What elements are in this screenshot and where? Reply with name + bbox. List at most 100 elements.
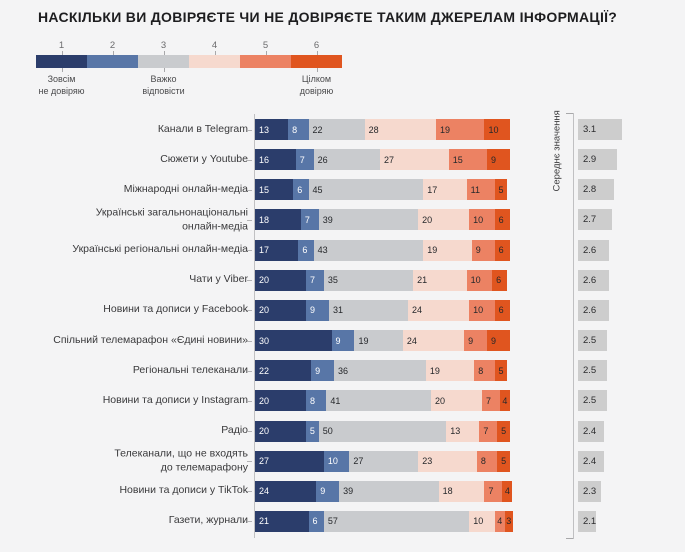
category-tick xyxy=(247,280,252,282)
segment-value-label: 8 xyxy=(292,124,298,135)
bar-segment: 6 xyxy=(298,239,314,261)
bar-segment: 28 xyxy=(364,119,437,140)
bar-segment: 5 xyxy=(494,179,508,201)
bar-segment: 8 xyxy=(306,390,327,412)
mean-value-bar: 2.1 xyxy=(578,510,596,532)
mean-value-label: 2.4 xyxy=(583,455,597,467)
stacked-bar: 13 8 22 28 19 10 xyxy=(255,119,510,140)
category-label: Міжнародні онлайн-медіа xyxy=(123,182,248,195)
segment-value-label: 19 xyxy=(429,365,440,376)
legend-ticks-bottom xyxy=(36,68,342,72)
bar-segment: 10 xyxy=(469,209,495,231)
bar-segment: 10 xyxy=(323,450,350,472)
mean-value-bar: 2.8 xyxy=(578,179,615,201)
bar-segment: 7 xyxy=(484,480,503,502)
bar-segment: 30 xyxy=(255,330,332,352)
segment-value-label: 27 xyxy=(383,154,394,165)
category-label: Чати у Viber xyxy=(189,273,248,286)
segment-value-label: 30 xyxy=(259,335,270,346)
bar-segment: 57 xyxy=(323,510,470,532)
segment-value-label: 9 xyxy=(315,365,321,376)
bar-segment: 20 xyxy=(255,299,306,321)
bar-segment: 4 xyxy=(502,480,513,502)
bar-segment: 7 xyxy=(300,209,319,231)
segment-value-label: 26 xyxy=(317,154,328,165)
legend-tick xyxy=(163,51,165,55)
bar-segment: 7 xyxy=(306,269,324,291)
segment-value-label: 17 xyxy=(427,184,438,195)
stacked-bar: 24 9 39 18 7 4 xyxy=(255,480,513,502)
category-tick xyxy=(247,521,252,523)
category-tick xyxy=(247,310,252,312)
category-tick xyxy=(247,129,252,131)
bar-segment: 50 xyxy=(318,420,447,442)
segment-value-label: 3 xyxy=(506,516,512,527)
category-tick xyxy=(247,340,252,342)
category-label: Новини та дописи у Facebook xyxy=(103,303,248,316)
bar-segment: 41 xyxy=(326,390,431,412)
segment-value-label: 4 xyxy=(497,516,503,527)
bar-segment: 5 xyxy=(497,420,510,442)
segment-value-label: 9 xyxy=(491,335,497,346)
legend-scale-number: 3 xyxy=(160,40,167,51)
legend-scale-number: 6 xyxy=(313,40,320,51)
segment-value-label: 21 xyxy=(417,275,428,286)
segment-value-label: 6 xyxy=(498,305,504,316)
bar-segment: 20 xyxy=(255,269,306,291)
segment-value-label: 22 xyxy=(312,124,323,135)
bar-segment: 20 xyxy=(255,390,306,412)
mean-value-label: 2.7 xyxy=(583,214,597,226)
bar-segment: 27 xyxy=(255,450,324,472)
segment-value-label: 24 xyxy=(406,335,417,346)
stacked-bar: 20 9 31 24 10 6 xyxy=(255,299,510,321)
stacked-bar: 20 5 50 13 7 5 xyxy=(255,420,510,442)
legend-tick xyxy=(316,51,318,55)
category-label: Спільний телемарафон «Єдині новини» xyxy=(53,333,248,346)
bar-segment: 11 xyxy=(466,179,495,201)
bar-segment: 10 xyxy=(484,119,510,140)
bar-segment: 24 xyxy=(255,480,317,502)
segment-value-label: 9 xyxy=(310,305,316,316)
segment-value-label: 4 xyxy=(504,486,510,497)
legend-tick xyxy=(316,68,318,72)
mean-value-bar: 2.6 xyxy=(578,239,610,261)
bar-segment: 9 xyxy=(331,330,355,352)
chart-title: НАСКІЛЬКИ ВИ ДОВІРЯЄТЕ ЧИ НЕ ДОВІРЯЄТЕ Т… xyxy=(38,9,618,25)
bar-segment: 19 xyxy=(436,119,485,140)
legend-scale-number: 4 xyxy=(211,40,218,51)
bar-segment: 13 xyxy=(255,119,289,140)
bar-segment: 7 xyxy=(481,390,500,412)
bar-segment: 19 xyxy=(423,239,472,261)
segment-value-label: 21 xyxy=(259,516,270,527)
segment-value-label: 19 xyxy=(440,124,451,135)
segment-value-label: 9 xyxy=(335,335,341,346)
bar-segment: 4 xyxy=(499,390,510,412)
segment-value-label: 5 xyxy=(498,365,504,376)
bar-segment: 7 xyxy=(295,149,314,171)
bar-segment: 3 xyxy=(504,510,513,532)
segment-value-label: 8 xyxy=(310,395,316,406)
segment-value-label: 16 xyxy=(259,154,270,165)
segment-value-label: 20 xyxy=(434,395,445,406)
category-label: Канали в Telegram xyxy=(157,122,248,135)
segment-value-label: 39 xyxy=(322,214,333,225)
bar-segment: 9 xyxy=(487,149,510,171)
stacked-bar: 20 8 41 20 7 4 xyxy=(255,390,510,412)
segment-value-label: 15 xyxy=(452,154,463,165)
segment-value-label: 57 xyxy=(327,516,338,527)
stacked-bar: 18 7 39 20 10 6 xyxy=(255,209,510,231)
mean-axis-line xyxy=(573,113,574,539)
segment-value-label: 15 xyxy=(259,184,270,195)
segment-value-label: 20 xyxy=(259,275,270,286)
mean-value-label: 2.6 xyxy=(583,304,597,316)
mean-value-bar: 2.6 xyxy=(578,299,610,321)
mean-value-label: 2.5 xyxy=(583,335,597,347)
bar-segment: 5 xyxy=(306,420,319,442)
bar-segment: 17 xyxy=(423,179,467,201)
legend-color-segment xyxy=(36,55,87,68)
legend: 1 2 3 4 5 6 Зовсім не довіряю Важко відповісти… xyxy=(36,40,342,98)
legend-anchor-label: Цілком довіряю xyxy=(299,74,334,96)
segment-value-label: 13 xyxy=(259,124,270,135)
category-tick xyxy=(247,159,252,161)
mean-value-label: 2.6 xyxy=(583,244,597,256)
